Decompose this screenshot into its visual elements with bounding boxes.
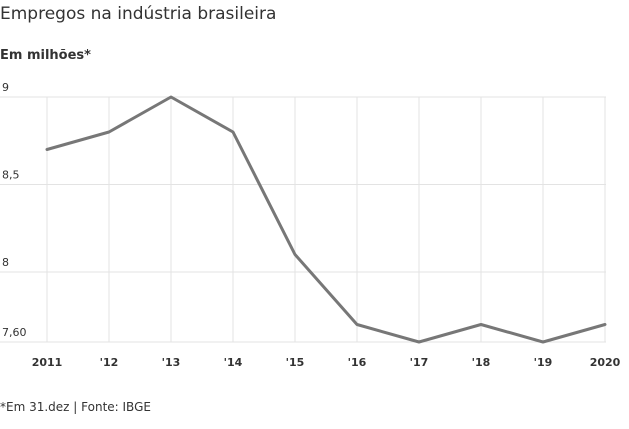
series-lines	[45, 95, 607, 344]
chart-footnote: *Em 31.dez | Fonte: IBGE	[0, 400, 151, 414]
x-tick-label: '17	[410, 356, 429, 369]
x-tick-label: 2020	[590, 356, 621, 369]
y-axis: 9 8,5 8 7,60	[2, 81, 27, 339]
x-tick-label: '12	[100, 356, 119, 369]
x-tick-label: '15	[286, 356, 305, 369]
y-tick-label: 7,60	[2, 326, 27, 339]
chart-grid	[0, 96, 606, 343]
x-tick-label: '13	[162, 356, 181, 369]
chart-subtitle: Em milhões*	[0, 48, 91, 63]
y-tick-label: 8,5	[2, 169, 20, 182]
x-tick-label: 2011	[32, 356, 63, 369]
y-tick-label: 9	[2, 81, 9, 94]
y-tick-label: 8	[2, 256, 9, 269]
x-tick-label: '16	[348, 356, 367, 369]
x-tick-label: '19	[534, 356, 553, 369]
x-tick-label: '14	[224, 356, 243, 369]
chart-title: Empregos na indústria brasileira	[0, 4, 277, 24]
series-line	[45, 95, 607, 344]
x-axis: 2011 '12 '13 '14 '15 '16 '17 '18 '19 2020	[32, 356, 621, 369]
x-tick-label: '18	[472, 356, 491, 369]
